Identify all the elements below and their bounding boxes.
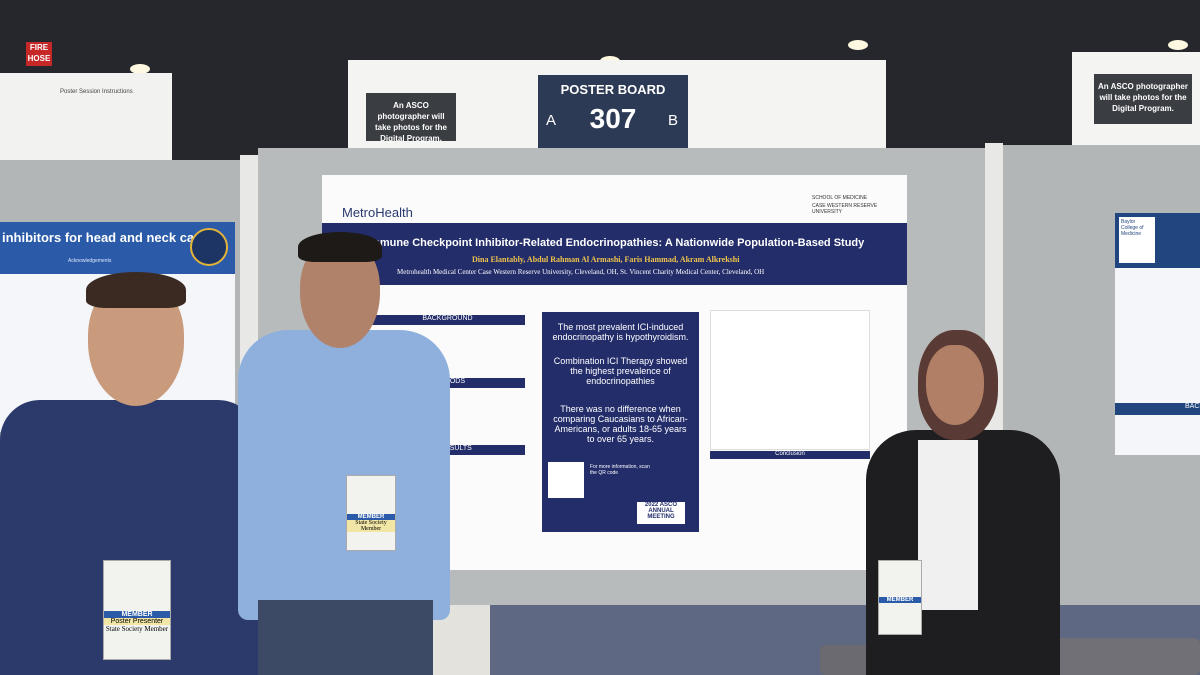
finding: The most prevalent ICI-induced endocrino… xyxy=(552,322,689,342)
badge-state: State Society Member xyxy=(347,520,395,532)
badge-state: State Society Member xyxy=(105,625,169,633)
section-heading: BACKGROUND xyxy=(370,315,525,325)
board-side: A xyxy=(546,112,557,129)
photo-notice: An ASCO photographer will take photos fo… xyxy=(366,93,456,143)
authors: Dina Elantably, Abdul Rahman Al Armashi,… xyxy=(472,255,740,264)
title-band: Immune Checkpoint Inhibitor-Related Endo… xyxy=(322,223,907,285)
affiliation: Metrohealth Medical Center Case Western … xyxy=(397,268,765,276)
institution: MetroHealth xyxy=(342,205,413,220)
right-sign: An ASCO photographer will take photos fo… xyxy=(1072,52,1200,145)
institution: CASE WESTERN RESERVE UNIVERSITY xyxy=(812,203,878,215)
right-poster: Baylor College of Medicine BACKGROUND xyxy=(1115,213,1200,455)
meeting-logo: 2022 ASCO ANNUAL MEETING xyxy=(637,502,685,524)
ceiling-light xyxy=(848,40,868,50)
board-label: POSTER BOARD xyxy=(560,82,666,97)
badge-member: MEMBER xyxy=(347,514,395,520)
poster-title: Immune Checkpoint Inhibitor-Related Endo… xyxy=(367,237,865,249)
badge-member: MEMBER xyxy=(104,611,170,618)
poster-title: inhibitors for head and neck cancer xyxy=(2,230,222,245)
face xyxy=(926,345,984,425)
photo-notice: An ASCO photographer will take photos fo… xyxy=(1094,74,1192,124)
seal xyxy=(190,228,228,266)
badge: MEMBER State Society Member xyxy=(346,475,396,551)
badge-presenter: Poster Presenter xyxy=(104,618,170,625)
poster-section: Acknowledgements xyxy=(68,258,112,264)
fire-sign: FIRE HOSE xyxy=(26,42,52,66)
ceiling-light xyxy=(130,64,150,74)
section-heading: Conclusion xyxy=(710,451,870,459)
institution: SCHOOL OF MEDICINE xyxy=(812,195,868,201)
finding: There was no difference when comparing C… xyxy=(553,404,688,444)
chair xyxy=(1045,638,1200,675)
shirt xyxy=(918,440,978,610)
person xyxy=(238,330,450,620)
institution: Baylor College of Medicine xyxy=(1119,217,1155,263)
left-sign: Poster Session Instructions xyxy=(0,73,172,163)
findings-box: The most prevalent ICI-induced endocrino… xyxy=(542,312,699,532)
board-side: B xyxy=(668,112,679,129)
jeans xyxy=(258,600,433,675)
qr-code xyxy=(548,462,584,498)
badge-member: MEMBER xyxy=(879,597,921,603)
badge: MEMBER xyxy=(878,560,922,635)
ceiling-light xyxy=(1168,40,1188,50)
hair xyxy=(298,232,382,262)
board-number: 307 xyxy=(589,103,637,134)
board-number-box: POSTER BOARD A 307 B xyxy=(538,75,688,148)
badge: MEMBER Poster Presenter State Society Me… xyxy=(103,560,171,660)
poster-section: BACKGROUND xyxy=(1115,403,1200,415)
finding: Combination ICI Therapy showed the highe… xyxy=(553,356,688,386)
sign-text: Poster Session Instructions xyxy=(60,89,133,95)
data-table xyxy=(710,310,870,450)
hair xyxy=(86,272,186,308)
qr-note: For more information, scan the QR code xyxy=(590,464,650,476)
center-sign: An ASCO photographer will take photos fo… xyxy=(348,60,886,160)
